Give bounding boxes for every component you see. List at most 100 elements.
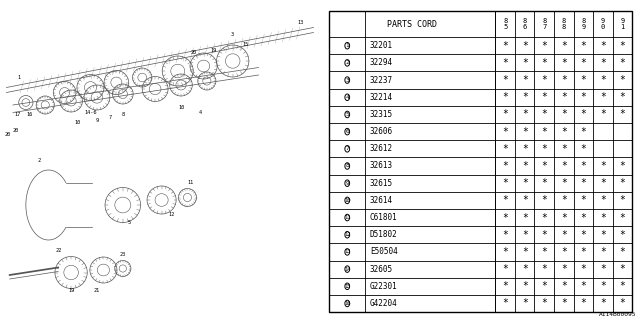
Text: *: *	[620, 178, 625, 188]
Text: *: *	[522, 281, 527, 291]
Text: *: *	[580, 281, 586, 291]
Text: 23: 23	[120, 252, 126, 258]
Text: *: *	[620, 196, 625, 205]
Text: *: *	[522, 109, 527, 119]
Text: *: *	[522, 41, 527, 51]
Text: *: *	[541, 299, 547, 308]
Text: *: *	[522, 196, 527, 205]
Text: *: *	[522, 178, 527, 188]
Text: *: *	[541, 212, 547, 222]
Text: *: *	[600, 75, 605, 85]
Text: *: *	[522, 92, 527, 102]
Text: *: *	[580, 212, 586, 222]
Text: *: *	[502, 127, 508, 137]
Text: 8
6: 8 6	[523, 19, 527, 30]
Text: *: *	[561, 264, 566, 274]
Text: *: *	[541, 58, 547, 68]
Text: 22: 22	[55, 247, 61, 252]
Text: PARTS CORD: PARTS CORD	[387, 20, 438, 28]
Text: *: *	[620, 247, 625, 257]
Text: 32614: 32614	[370, 196, 393, 205]
Text: 32201: 32201	[370, 41, 393, 50]
Text: 5: 5	[346, 112, 349, 117]
Text: *: *	[541, 196, 547, 205]
Text: *: *	[561, 58, 566, 68]
Text: *: *	[620, 109, 625, 119]
Text: *: *	[580, 75, 586, 85]
Text: *: *	[561, 281, 566, 291]
Text: *: *	[502, 196, 508, 205]
Text: *: *	[600, 109, 605, 119]
Text: *: *	[561, 109, 566, 119]
Text: 32237: 32237	[370, 76, 393, 84]
Text: *: *	[522, 161, 527, 171]
Text: 32315: 32315	[370, 110, 393, 119]
Text: *: *	[620, 299, 625, 308]
Text: 5: 5	[128, 220, 131, 225]
Text: G22301: G22301	[370, 282, 397, 291]
Text: 10: 10	[74, 120, 81, 125]
Text: 12: 12	[344, 232, 351, 237]
Text: *: *	[502, 281, 508, 291]
Text: 11: 11	[188, 180, 194, 185]
Text: *: *	[541, 75, 547, 85]
Text: 20: 20	[5, 132, 12, 138]
Text: *: *	[580, 264, 586, 274]
Text: *: *	[620, 58, 625, 68]
Text: *: *	[600, 92, 605, 102]
Text: *: *	[502, 247, 508, 257]
Text: 7: 7	[108, 115, 111, 120]
Text: 3: 3	[231, 33, 234, 37]
Text: *: *	[541, 109, 547, 119]
Text: *: *	[561, 41, 566, 51]
Text: 1: 1	[346, 43, 349, 48]
Text: 7: 7	[346, 146, 349, 151]
Text: *: *	[600, 281, 605, 291]
Text: 1: 1	[18, 75, 21, 80]
Text: *: *	[600, 299, 605, 308]
Text: 3: 3	[346, 77, 349, 83]
Text: *: *	[502, 144, 508, 154]
Text: *: *	[580, 230, 586, 240]
Text: *: *	[580, 247, 586, 257]
Text: *: *	[561, 178, 566, 188]
Text: *: *	[541, 281, 547, 291]
Text: *: *	[561, 247, 566, 257]
Text: 8
8: 8 8	[562, 19, 566, 30]
Text: E50504: E50504	[370, 247, 397, 256]
Text: *: *	[600, 178, 605, 188]
Text: 4: 4	[199, 110, 202, 115]
Text: 13: 13	[344, 249, 351, 254]
Text: 20: 20	[13, 127, 19, 132]
Text: *: *	[561, 92, 566, 102]
Text: 8
5: 8 5	[503, 19, 508, 30]
Text: 20: 20	[191, 50, 197, 55]
Text: *: *	[522, 212, 527, 222]
Text: *: *	[600, 161, 605, 171]
Text: *: *	[620, 230, 625, 240]
Text: 11: 11	[344, 215, 351, 220]
Text: *: *	[541, 144, 547, 154]
Text: *: *	[502, 264, 508, 274]
Text: *: *	[600, 247, 605, 257]
Text: 32214: 32214	[370, 93, 393, 102]
Text: *: *	[561, 127, 566, 137]
Text: *: *	[541, 264, 547, 274]
Text: *: *	[620, 264, 625, 274]
Text: *: *	[502, 92, 508, 102]
Text: *: *	[620, 212, 625, 222]
Text: *: *	[541, 161, 547, 171]
Text: *: *	[541, 92, 547, 102]
Text: *: *	[502, 58, 508, 68]
Text: *: *	[620, 75, 625, 85]
Text: *: *	[600, 264, 605, 274]
Text: 32294: 32294	[370, 58, 393, 68]
Text: *: *	[502, 41, 508, 51]
Text: 32615: 32615	[370, 179, 393, 188]
Text: *: *	[522, 144, 527, 154]
Text: 32605: 32605	[370, 265, 393, 274]
Text: 16: 16	[344, 301, 351, 306]
Text: 32613: 32613	[370, 162, 393, 171]
Text: 12: 12	[168, 212, 175, 218]
Text: 9: 9	[346, 181, 349, 186]
